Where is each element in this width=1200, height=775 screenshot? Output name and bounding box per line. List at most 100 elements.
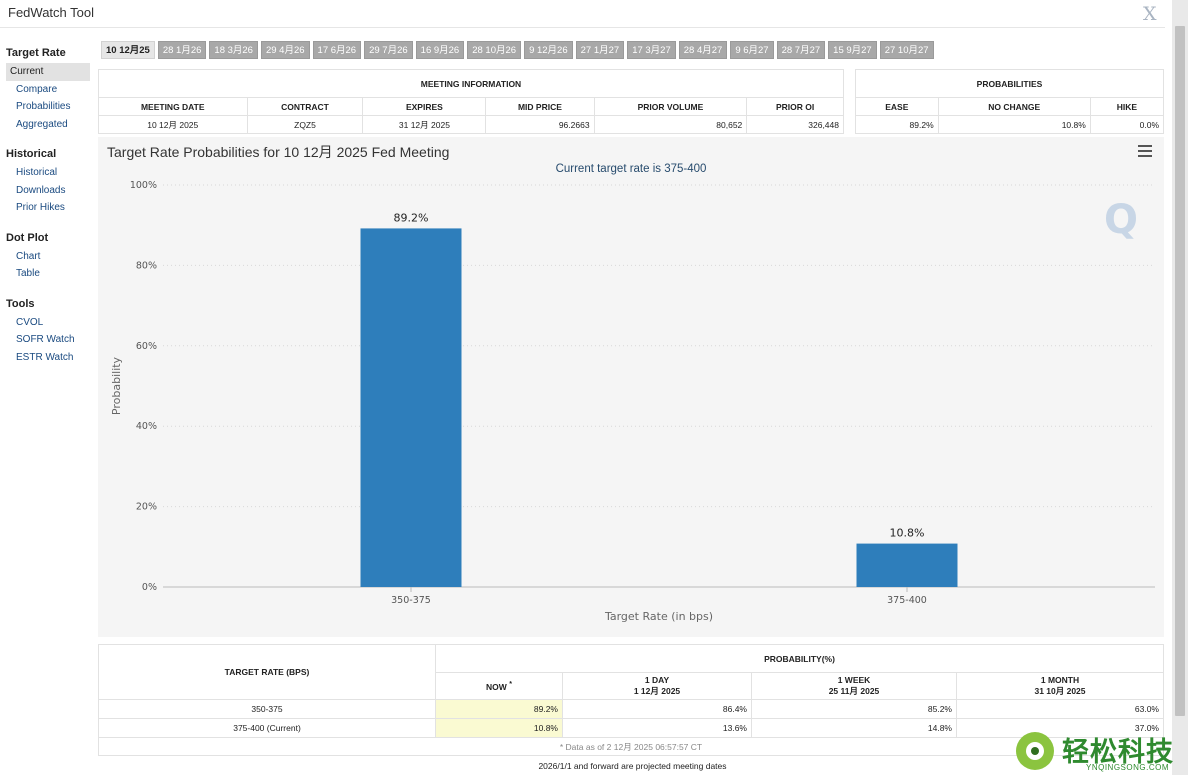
- col-mid-price: MID PRICE: [485, 97, 595, 116]
- probabilities-table: PROBABILITIES EASE NO CHANGE HIKE 89.2% …: [855, 69, 1165, 134]
- app-title: FedWatch Tool: [8, 5, 94, 20]
- vertical-scrollbar[interactable]: [1172, 0, 1188, 775]
- tab-meeting-12[interactable]: 28 4月27: [678, 41, 728, 59]
- bar-375-400: [856, 543, 958, 587]
- month-value-cell: 63.0%: [956, 699, 1164, 719]
- col-probability: PROBABILITY(%): [435, 644, 1164, 673]
- col-no-change: NO CHANGE: [937, 97, 1091, 116]
- sidebar-item-chart[interactable]: Chart: [16, 250, 41, 262]
- y-tick-label: 20%: [136, 502, 157, 513]
- col-now: NOW *: [435, 672, 563, 700]
- day-value-cell: 86.4%: [562, 699, 752, 719]
- col-now-marker: *: [509, 680, 512, 689]
- col-1-month-label: 1 MONTH: [1040, 675, 1080, 685]
- col-1-day-date: 1 12月 2025: [633, 686, 681, 696]
- y-tick-label: 80%: [136, 260, 157, 271]
- sidebar-item-prior-hikes[interactable]: Prior Hikes: [16, 202, 65, 213]
- bar-data-label: 89.2%: [394, 211, 429, 224]
- sidebar-heading-historical: Historical: [6, 148, 57, 160]
- mid-price-value: 96.2663: [485, 115, 595, 134]
- chart-subtitle: Current target rate is 375-400: [555, 163, 707, 175]
- chart-title: Target Rate Probabilities for 10 12月 202…: [107, 144, 450, 160]
- tab-meeting-4[interactable]: 29 4月26: [260, 41, 310, 59]
- scrollbar-thumb[interactable]: [1175, 26, 1185, 716]
- sidebar-item-estr-watch[interactable]: ESTR Watch: [16, 351, 74, 363]
- week-value-cell: 14.8%: [751, 718, 957, 738]
- sidebar-item-sofr-watch[interactable]: SOFR Watch: [16, 334, 75, 345]
- tab-meeting-11[interactable]: 17 3月27: [627, 41, 676, 59]
- hike-value: 0.0%: [1089, 115, 1165, 134]
- tab-meeting-2[interactable]: 28 1月26: [157, 41, 207, 59]
- sidebar-item-historical[interactable]: Historical: [16, 167, 58, 178]
- tab-meeting-15[interactable]: 15 9月27: [828, 41, 877, 59]
- x-axis-title: Target Rate (in bps): [604, 610, 713, 623]
- meeting-date-value: 10 12月 2025: [98, 115, 248, 134]
- sidebar-nav: Target Rate Current Compare Probabilitie…: [0, 40, 92, 366]
- sidebar-item-compare[interactable]: Compare: [16, 83, 58, 95]
- rate-cell: 375-400 (Current): [98, 718, 436, 738]
- chart-menu-icon[interactable]: [1138, 145, 1152, 157]
- rate-probability-table: TARGET RATE (BPS) PROBABILITY(%) NOW * 1…: [98, 644, 1164, 756]
- col-1-week: 1 WEEK 25 11月 2025: [751, 672, 957, 700]
- now-value-cell: 89.2%: [435, 699, 563, 719]
- rate-cell: 350-375: [98, 699, 436, 719]
- col-meeting-date: MEETING DATE: [98, 97, 248, 116]
- sidebar-item-cvol[interactable]: CVOL: [16, 316, 44, 328]
- meeting-info-table: MEETING INFORMATION MEETING DATE CONTRAC…: [98, 69, 844, 134]
- y-axis-title: Probability: [110, 356, 123, 415]
- sidebar-item-table[interactable]: Table: [16, 268, 40, 279]
- sidebar-heading-tools: Tools: [6, 297, 35, 310]
- table-row: 375-400 (Current) 10.8% 13.6% 14.8% 37.0…: [98, 718, 1164, 738]
- sidebar-item-current[interactable]: Current: [6, 63, 90, 81]
- chart-watermark-logo: Q: [1104, 197, 1139, 243]
- day-value-cell: 13.6%: [562, 718, 752, 738]
- col-1-week-label: 1 WEEK: [837, 675, 871, 685]
- bar-350-375: [360, 228, 462, 587]
- tab-meeting-7[interactable]: 16 9月26: [415, 41, 465, 59]
- table-row: 350-375 89.2% 86.4% 85.2% 63.0%: [98, 699, 1164, 719]
- col-contract: CONTRACT: [246, 97, 364, 116]
- col-1-day-label: 1 DAY: [644, 675, 670, 685]
- probabilities-title: PROBABILITIES: [855, 69, 1164, 98]
- prior-volume-value: 80,652: [593, 115, 748, 134]
- tab-meeting-3[interactable]: 18 3月26: [209, 41, 258, 59]
- tab-meeting-6[interactable]: 29 7月26: [364, 41, 413, 59]
- tab-meeting-9[interactable]: 9 12月26: [524, 41, 573, 59]
- ease-value: 89.2%: [855, 115, 939, 134]
- contract-value: ZQZ5: [246, 115, 364, 134]
- col-hike: HIKE: [1089, 97, 1165, 116]
- tab-meeting-14[interactable]: 28 7月27: [776, 41, 826, 59]
- tab-meeting-5[interactable]: 17 6月26: [312, 41, 362, 59]
- x-tick-label: 375-400: [887, 595, 927, 606]
- col-prior-volume: PRIOR VOLUME: [593, 97, 748, 116]
- week-value-cell: 85.2%: [751, 699, 957, 719]
- close-icon[interactable]: X: [1143, 3, 1157, 25]
- brand-url: YNQINGSONG.COM: [1086, 763, 1170, 772]
- brand-name: 轻松科技: [1062, 737, 1174, 767]
- tab-meeting-13[interactable]: 9 6月27: [730, 41, 774, 59]
- prior-oi-value: 326,448: [746, 115, 844, 134]
- probability-bar-chart: 0% 20% 40% 60% 80% 100% 89.2% 350-375 10.8% 375-4…: [110, 180, 1155, 623]
- window-titlebar: FedWatch Tool X: [0, 0, 1165, 28]
- y-tick-label: 40%: [136, 421, 157, 432]
- sidebar-heading-dot-plot: Dot Plot: [6, 231, 49, 244]
- tab-meeting-16[interactable]: 27 10月27: [879, 41, 934, 59]
- sidebar-item-aggregated[interactable]: Aggregated: [16, 118, 68, 130]
- sidebar-item-probabilities[interactable]: Probabilities: [16, 101, 71, 112]
- tab-meeting-1[interactable]: 10 12月25: [101, 41, 155, 59]
- chart-panel: 0% 20% 40% 60% 80% 100% 89.2% 350-375 10.8% 375-4…: [98, 137, 1164, 637]
- col-target-rate: TARGET RATE (BPS): [98, 644, 436, 700]
- tab-meeting-8[interactable]: 28 10月26: [467, 41, 522, 59]
- tab-meeting-10[interactable]: 27 1月27: [575, 41, 625, 59]
- col-1-day: 1 DAY 1 12月 2025: [562, 672, 752, 700]
- y-tick-label: 0%: [142, 582, 157, 593]
- col-ease: EASE: [855, 97, 939, 116]
- sidebar-heading-target-rate: Target Rate: [6, 47, 66, 59]
- col-1-month: 1 MONTH 31 10月 2025: [956, 672, 1164, 700]
- expires-value: 31 12月 2025: [362, 115, 487, 134]
- sidebar-item-downloads[interactable]: Downloads: [16, 184, 66, 196]
- brand-watermark: 轻松科技 YNQINGSONG.COM: [1012, 730, 1200, 775]
- x-tick-label: 350-375: [391, 595, 431, 606]
- bar-data-label: 10.8%: [890, 527, 925, 540]
- now-value-cell: 10.8%: [435, 718, 563, 738]
